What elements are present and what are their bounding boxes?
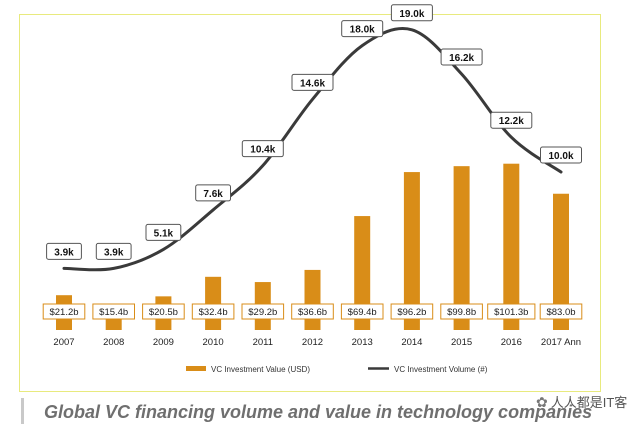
caption-accent-bar (21, 398, 24, 424)
svg-text:$29.2b: $29.2b (248, 307, 277, 318)
svg-text:$96.2b: $96.2b (397, 307, 426, 318)
bar-label-2007: $21.2b (42, 303, 86, 320)
svg-text:$32.4b: $32.4b (199, 307, 228, 318)
svg-text:$101.3b: $101.3b (494, 307, 528, 318)
bar-2016 (503, 163, 520, 330)
x-tick-2016: 2016 (501, 337, 522, 348)
chart-frame (19, 14, 601, 392)
bar-2012 (304, 269, 321, 330)
watermark-text: 人人都是IT客 (550, 395, 628, 410)
svg-text:16.2k: 16.2k (449, 53, 474, 64)
point-label-2010: 7.6k (195, 184, 231, 202)
point-label-2009: 5.1k (145, 223, 182, 241)
point-label-2007: 3.9k (46, 242, 82, 260)
svg-text:$99.8b: $99.8b (447, 307, 476, 318)
x-tick-2011: 2011 (253, 337, 273, 348)
bar-label-2014: $96.2b (390, 303, 434, 320)
svg-text:$15.4b: $15.4b (99, 307, 128, 318)
x-tick-2012: 2012 (302, 337, 323, 348)
legend-line-label: VC Investment Volume (#) (394, 365, 488, 374)
x-tick-2009: 2009 (153, 337, 174, 348)
svg-text:5.1k: 5.1k (154, 228, 174, 239)
point-label-2017 Ann: 10.0k (540, 146, 582, 164)
point-label-2008: 3.9k (95, 242, 132, 260)
figure-caption: Global VC financing volume and value in … (44, 402, 593, 422)
svg-text:18.0k: 18.0k (350, 25, 375, 36)
svg-text:$83.0b: $83.0b (546, 307, 575, 318)
point-label-2016: 12.2k (490, 111, 533, 129)
svg-text:$69.4b: $69.4b (348, 307, 377, 318)
x-tick-2017 Ann: 2017 Ann (541, 337, 581, 348)
svg-text:3.9k: 3.9k (104, 247, 124, 258)
svg-text:3.9k: 3.9k (54, 247, 74, 258)
x-tick-2007: 2007 (53, 337, 74, 348)
bar-label-2010: $32.4b (191, 303, 235, 320)
svg-text:7.6k: 7.6k (203, 189, 223, 200)
bar-label-2011: $29.2b (241, 303, 285, 320)
bar-label-2013: $69.4b (340, 303, 384, 320)
bar-label-2008: $15.4b (92, 303, 135, 320)
bar-label-2012: $36.6b (291, 303, 334, 320)
legend-bar-swatch (186, 366, 206, 371)
svg-text:10.4k: 10.4k (250, 145, 275, 156)
x-tick-2014: 2014 (401, 337, 422, 348)
volume-line (62, 27, 563, 272)
bar-label-2017 Ann: $83.0b (539, 303, 583, 320)
x-tick-2013: 2013 (352, 337, 373, 348)
svg-text:$21.2b: $21.2b (49, 307, 78, 318)
legend: VC Investment Value (USD) VC Investment … (186, 365, 488, 374)
svg-text:$20.5b: $20.5b (149, 307, 178, 318)
svg-text:14.6k: 14.6k (300, 78, 325, 89)
x-tick-2010: 2010 (203, 337, 224, 348)
point-label-2015: 16.2k (440, 48, 483, 66)
point-label-2013: 18.0k (341, 20, 384, 38)
bar-2014 (403, 172, 420, 330)
svg-text:12.2k: 12.2k (499, 116, 524, 127)
svg-text:19.0k: 19.0k (399, 9, 424, 20)
bar-2015 (453, 166, 470, 330)
legend-bar-label: VC Investment Value (USD) (211, 365, 310, 374)
bar-label-2009: $20.5b (142, 303, 185, 320)
x-tick-2015: 2015 (451, 337, 472, 348)
bar-2010 (205, 276, 222, 330)
bar-2017 Ann (553, 193, 569, 330)
svg-text:$36.6b: $36.6b (298, 307, 327, 318)
point-label-2011: 10.4k (241, 140, 284, 158)
wechat-icon: ✿ (536, 394, 548, 410)
bar-2013 (354, 216, 371, 330)
bar-label-2016: $101.3b (487, 303, 536, 320)
point-label-2012: 14.6k (291, 73, 334, 91)
bar-label-2015: $99.8b (440, 303, 483, 320)
point-label-2014: 19.0k (390, 4, 433, 22)
x-tick-2008: 2008 (103, 337, 124, 348)
watermark: ✿ 人人都是IT客 (536, 392, 627, 411)
svg-text:10.0k: 10.0k (548, 151, 573, 162)
